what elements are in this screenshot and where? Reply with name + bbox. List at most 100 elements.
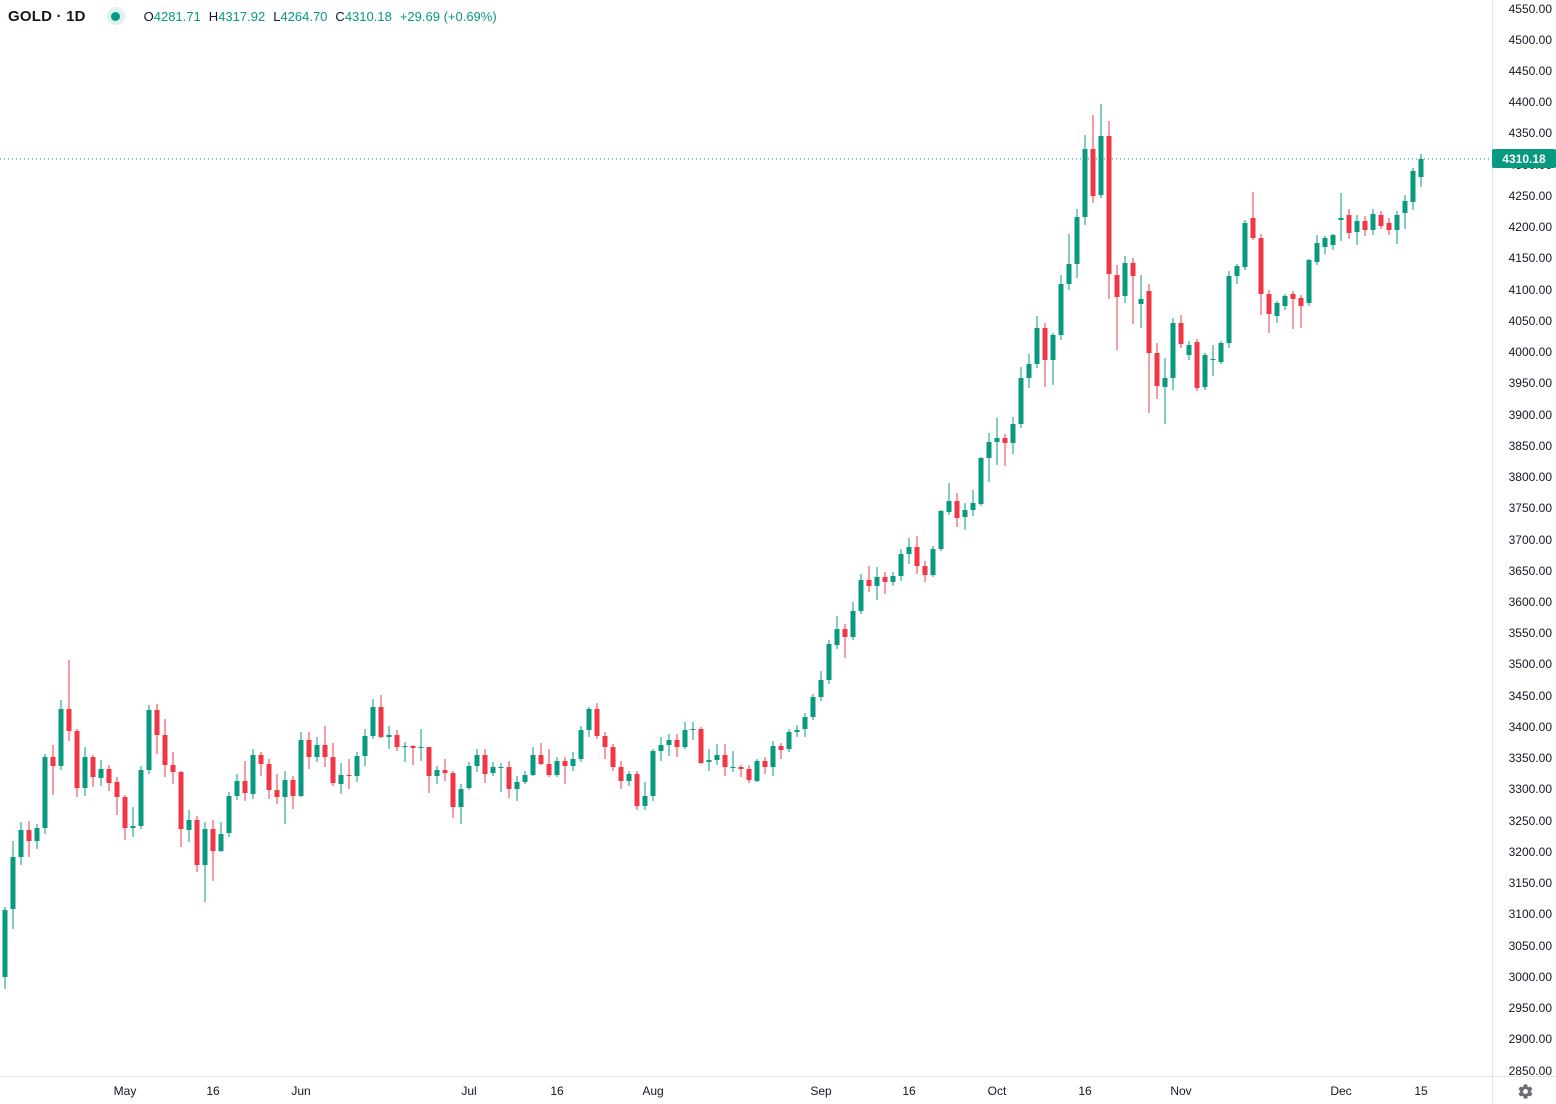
price-axis-label: 3750.00 (1508, 501, 1552, 516)
candle (666, 734, 672, 756)
open-label: O (143, 8, 154, 24)
price-axis-label: 3450.00 (1508, 688, 1552, 703)
price-axis-label: 3400.00 (1508, 719, 1552, 734)
candle (1018, 367, 1024, 428)
candle (562, 757, 568, 784)
candle (1170, 318, 1176, 390)
candle (1066, 234, 1072, 290)
candle (274, 774, 280, 804)
candle (970, 490, 976, 516)
candle (690, 722, 696, 740)
candle (402, 742, 408, 762)
price-axis-label: 4200.00 (1508, 220, 1552, 235)
candle (306, 732, 312, 769)
candle (786, 729, 792, 752)
candle (978, 457, 984, 506)
candle (210, 820, 216, 881)
candle (1186, 341, 1192, 360)
candle (578, 726, 584, 762)
candle (1314, 235, 1320, 265)
candlestick-chart[interactable] (0, 0, 1492, 1076)
time-axis-month-label: Oct (987, 1084, 1007, 1098)
candle (530, 747, 536, 776)
price-axis-label: 3700.00 (1508, 532, 1552, 547)
candle (706, 749, 712, 771)
candle (698, 727, 704, 764)
candle (594, 703, 600, 739)
candle (874, 567, 880, 600)
candle (1130, 258, 1136, 324)
candle (146, 705, 152, 774)
candle (122, 795, 128, 840)
candle (954, 493, 960, 527)
gear-icon[interactable] (1517, 1083, 1534, 1100)
candle (546, 749, 552, 777)
candle (650, 749, 656, 801)
candle (1290, 291, 1296, 329)
symbol-title[interactable]: GOLD · 1D (8, 7, 86, 25)
price-axis-label: 2900.00 (1508, 1032, 1552, 1047)
candle (1026, 354, 1032, 388)
candle (98, 760, 104, 786)
time-axis[interactable]: May 16 Jun Jul 16 Aug Sep 16 Oct 16 Nov Dec 15 (0, 1076, 1492, 1104)
candle (106, 765, 112, 791)
price-axis-label: 3500.00 (1508, 657, 1552, 672)
price-axis[interactable]: 2850.00 2900.00 2950.00 3000.00 3050.00 3100.… (1492, 0, 1556, 1078)
candle (1002, 434, 1008, 466)
status-dot-icon (111, 11, 121, 21)
price-axis-label: 3600.00 (1508, 594, 1552, 609)
candle (842, 624, 848, 658)
candle (1114, 265, 1120, 350)
candle (1242, 220, 1248, 270)
time-axis-month-label: Aug (642, 1084, 664, 1098)
candle (1346, 209, 1352, 239)
candle (66, 660, 72, 741)
candle (450, 771, 456, 818)
price-axis-label: 3300.00 (1508, 782, 1552, 797)
price-axis-label: 3800.00 (1508, 470, 1552, 485)
candle (50, 745, 56, 795)
candle (322, 726, 328, 767)
candle (682, 722, 688, 749)
candle (1082, 135, 1088, 225)
candle (34, 824, 40, 849)
price-axis-label: 3250.00 (1508, 813, 1552, 828)
candle (458, 784, 464, 824)
candle (1154, 343, 1160, 399)
candle (482, 749, 488, 783)
candle (370, 699, 376, 739)
time-axis-month-label: May (113, 1084, 137, 1098)
time-axis-day-label: 16 (550, 1084, 564, 1098)
price-axis-label: 4100.00 (1508, 282, 1552, 297)
candle (634, 771, 640, 810)
price-axis-label: 4500.00 (1508, 32, 1552, 47)
high-value: 4317.92 (218, 8, 266, 24)
candle (1322, 236, 1328, 254)
time-axis-month-label: Jul (461, 1084, 477, 1098)
candle (794, 725, 800, 737)
candle (1042, 323, 1048, 387)
price-axis-label: 4250.00 (1508, 188, 1552, 203)
candle (1138, 275, 1144, 328)
candle (362, 729, 368, 766)
candle (338, 763, 344, 794)
price-axis-label: 3050.00 (1508, 938, 1552, 953)
candle (1226, 271, 1232, 348)
candle (1010, 417, 1016, 454)
price-axis-label: 4350.00 (1508, 126, 1552, 141)
candle (1418, 154, 1424, 187)
candle (410, 745, 416, 765)
candle (90, 755, 96, 787)
candle (610, 744, 616, 771)
candle (850, 602, 856, 640)
time-axis-month-label: Jun (291, 1084, 311, 1098)
low-value: 4264.70 (280, 8, 328, 24)
candle (1194, 339, 1200, 391)
candle (250, 749, 256, 799)
candle (378, 695, 384, 738)
series-status-dot[interactable] (106, 7, 125, 25)
candle (538, 743, 544, 765)
candle (202, 822, 208, 902)
price-axis-label: 4150.00 (1508, 251, 1552, 266)
price-axis-label: 3100.00 (1508, 907, 1552, 922)
